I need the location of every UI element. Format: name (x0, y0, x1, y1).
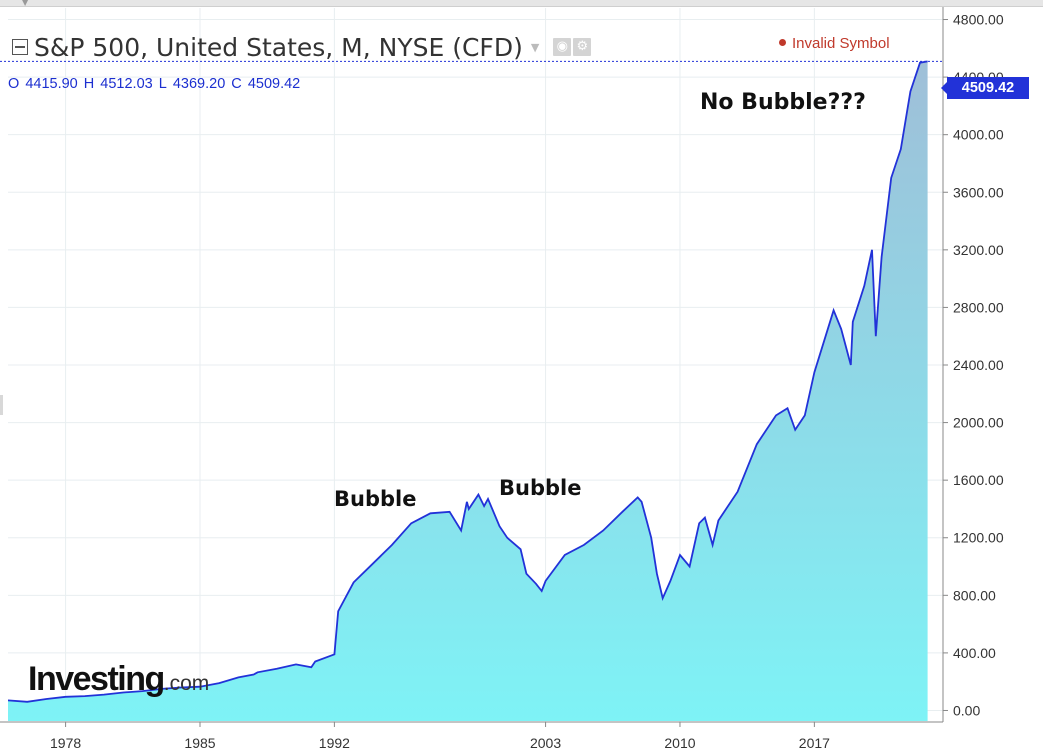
ohlc-low-label: L (158, 76, 167, 92)
ohlc-open-label: O (8, 76, 20, 92)
chart-header: S&P 500, United States, M, NYSE (CFD) ▼ … (12, 30, 593, 64)
y-tick-label: 400.00 (953, 645, 996, 661)
y-tick-label: 2000.00 (953, 415, 1004, 431)
x-tick-label: 2017 (799, 735, 830, 751)
y-tick-label: 1600.00 (953, 472, 1004, 488)
ohlc-legend: O 4415.90 H 4512.03 L 4369.20 C 4509.42 (8, 76, 302, 92)
ohlc-low-value: 4369.20 (172, 76, 226, 92)
y-tick-label: 2800.00 (953, 299, 1004, 315)
y-axis[interactable]: 0.00 400.00 800.00 1200.00 1600.00 2000.00 240… (943, 12, 1004, 719)
status-dot-icon (779, 38, 786, 46)
x-tick-label: 2010 (664, 735, 695, 751)
settings-icon[interactable]: ⚙ (573, 38, 592, 56)
investing-logo[interactable]: Investing.com (28, 660, 209, 699)
y-tick-label: 4000.00 (953, 127, 1004, 143)
top-window-bar: ▼ (0, 0, 1043, 7)
x-tick-label: 1978 (50, 735, 81, 751)
y-tick-label: 1200.00 (953, 530, 1004, 546)
area-fill (8, 61, 928, 721)
annotation-label: Bubble (334, 487, 417, 511)
y-tick-label: 0.00 (953, 702, 980, 718)
window-caret-icon[interactable]: ▼ (22, 0, 29, 7)
y-tick-label: 3600.00 (953, 184, 1004, 200)
caret-down-icon[interactable]: ▼ (530, 40, 540, 54)
x-axis[interactable]: 1978 1985 1992 2003 2010 2017 (50, 722, 830, 751)
last-price-tag: 4509.42 (941, 77, 1029, 99)
x-tick-label: 1985 (184, 735, 215, 751)
y-tick-label: 4800.00 (953, 12, 1004, 28)
logo-domain: .com (163, 672, 210, 695)
y-tick-label: 2400.00 (953, 357, 1004, 373)
ohlc-high-label: H (83, 76, 95, 92)
ohlc-close-value: 4509.42 (247, 76, 301, 92)
chart-title: S&P 500, United States, M, NYSE (CFD) (34, 32, 523, 62)
x-tick-label: 2003 (530, 735, 561, 751)
status-indicator: Invalid Symbol (779, 35, 890, 52)
logo-text: Investing (28, 660, 165, 698)
left-resize-handle[interactable] (0, 395, 3, 415)
ohlc-close-label: C (231, 76, 242, 92)
y-tick-label: 3200.00 (953, 242, 1004, 258)
y-tick-label: 800.00 (953, 587, 996, 603)
x-tick-label: 1992 (319, 735, 350, 751)
status-text: Invalid Symbol (792, 35, 890, 52)
ohlc-high-value: 4512.03 (100, 76, 153, 92)
visibility-icon[interactable]: ◉ (553, 38, 572, 56)
ohlc-open-value: 4415.90 (25, 76, 78, 92)
collapse-icon[interactable] (12, 39, 28, 55)
annotation-label: Bubble (499, 476, 582, 500)
series-line-sp500 (8, 60, 928, 703)
annotation-label: No Bubble??? (700, 90, 866, 115)
